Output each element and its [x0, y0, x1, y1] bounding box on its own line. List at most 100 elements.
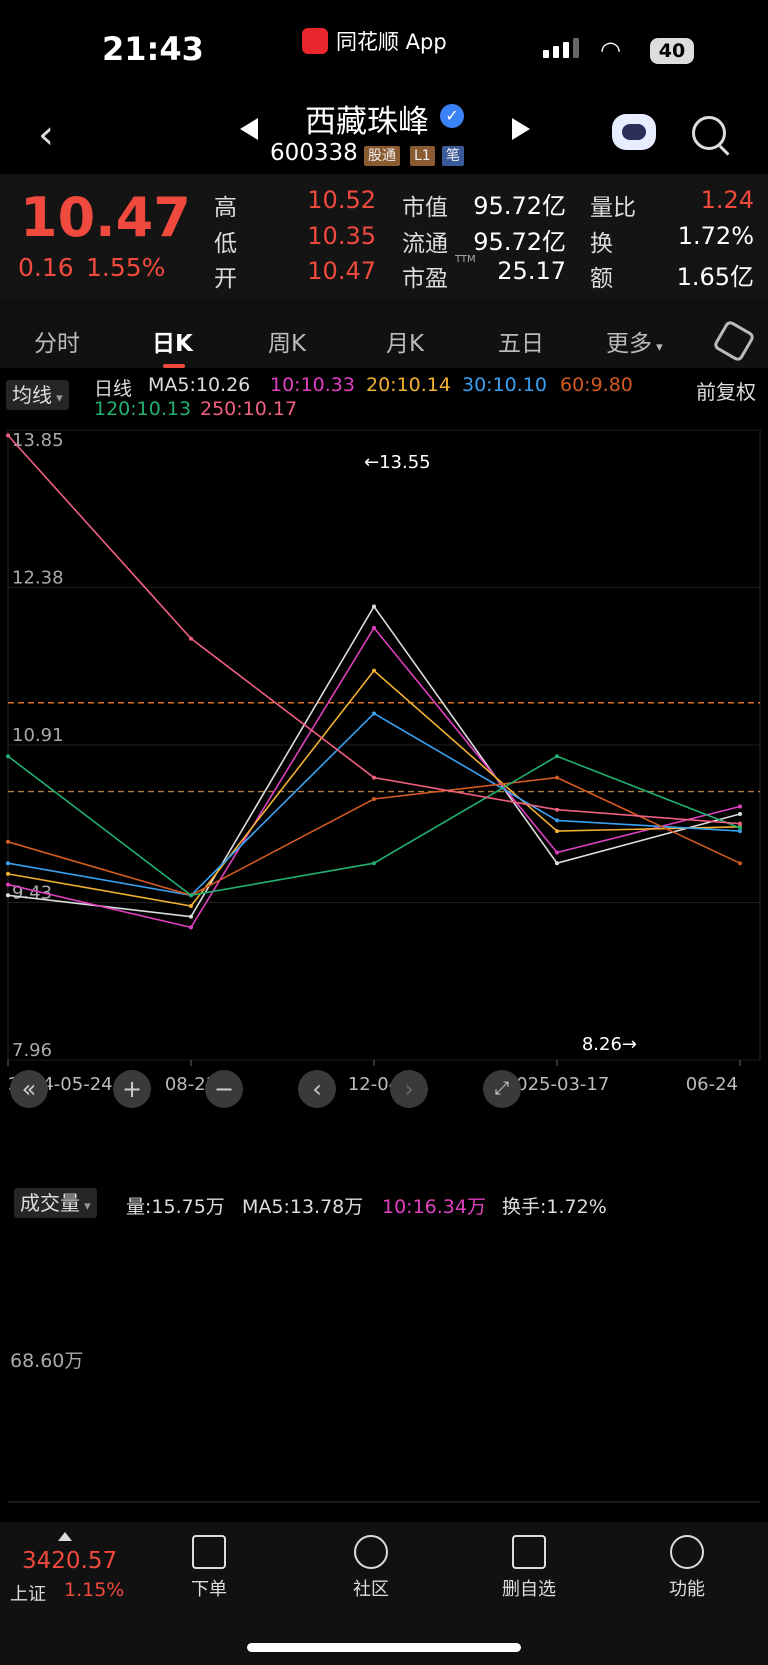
app-name: 同花顺 App — [336, 30, 447, 54]
ma-legend-1: 10:10.33 — [270, 374, 355, 396]
series-point — [6, 839, 10, 844]
turnover-value: 1.72% — [677, 222, 754, 250]
series-point — [372, 861, 376, 866]
badge-l1: L1 — [410, 146, 435, 166]
collapse-icon[interactable]: « — [10, 1070, 48, 1108]
tab-weekly-k[interactable]: 周K — [268, 331, 307, 357]
period-tabs — [0, 298, 768, 368]
pe-ttm-label: TTM — [455, 254, 476, 265]
verified-icon: ✓ — [440, 104, 464, 128]
nav-functions-label: 功能 — [669, 1579, 705, 1600]
index-up-icon — [58, 1532, 72, 1541]
ma-legend-2: 20:10.14 — [366, 374, 451, 396]
nav-community-label: 社区 — [353, 1579, 389, 1600]
series-point — [738, 825, 742, 830]
back-icon[interactable]: ‹ — [38, 112, 54, 158]
index-value[interactable]: 3420.57 — [22, 1548, 118, 1574]
volume-value: 量:15.75万 — [126, 1196, 225, 1218]
assistant-robot-icon[interactable] — [612, 114, 656, 150]
nav-functions[interactable]: 功能 — [642, 1535, 732, 1601]
tab-more-label: 更多 — [606, 331, 652, 357]
series-line-MA5 — [7, 605, 741, 918]
ma-legend-6: 250:10.17 — [200, 398, 298, 420]
series-point — [372, 604, 376, 609]
zoom-out-icon[interactable]: − — [205, 1070, 243, 1108]
nav-remove-watchlist[interactable]: 删自选 — [484, 1535, 574, 1601]
series-point — [189, 914, 193, 919]
series-point — [555, 807, 559, 812]
badge-bi: 笔 — [442, 146, 464, 166]
series-point — [189, 893, 193, 898]
series-line-60 — [7, 776, 741, 897]
next-stock-icon[interactable] — [512, 118, 530, 140]
scroll-right-icon[interactable]: › — [390, 1070, 428, 1108]
series-point — [738, 804, 742, 809]
series-point — [738, 811, 742, 816]
nav-order-label: 下单 — [191, 1579, 227, 1600]
home-indicator — [247, 1643, 521, 1652]
series-point — [555, 818, 559, 823]
tab-more[interactable]: 更多 ▾ — [606, 324, 663, 358]
chevron-down-icon: ▾ — [80, 1199, 91, 1214]
app-indicator[interactable]: 同花顺 App — [302, 26, 447, 56]
series-line-30 — [7, 712, 741, 897]
series-point — [6, 861, 10, 866]
series-point — [6, 754, 10, 759]
open-label: 开 — [214, 266, 237, 292]
series-point — [6, 882, 10, 887]
amount-label: 额 — [590, 266, 613, 292]
nav-order[interactable]: 下单 — [164, 1535, 254, 1601]
chevron-down-icon: ▾ — [52, 391, 63, 406]
scroll-left-icon[interactable]: ‹ — [298, 1070, 336, 1108]
status-bar — [0, 0, 768, 90]
tab-daily-k[interactable]: 日K — [152, 331, 193, 357]
zoom-in-icon[interactable]: + — [113, 1070, 151, 1108]
ma-legend-0: MA5:10.26 — [148, 374, 251, 396]
amount-value: 1.65亿 — [676, 263, 754, 291]
search-icon[interactable] — [692, 116, 726, 150]
cellular-signal-icon — [543, 38, 579, 58]
x-tick-label: 12-04 — [348, 1074, 400, 1095]
open-value: 10.47 — [307, 257, 376, 285]
kline-chart-area[interactable] — [0, 368, 768, 1178]
stock-name: 西藏珠峰 — [305, 104, 429, 140]
series-point — [189, 636, 193, 641]
current-price: 10.47 — [20, 186, 191, 249]
series-point — [6, 871, 10, 876]
x-tick-label: 2025-03-17 — [505, 1074, 610, 1095]
y-tick-label: 13.85 — [12, 430, 64, 451]
battery-icon: 40 — [650, 38, 694, 64]
volume-indicator-select[interactable]: 成交量 ▾ — [14, 1188, 97, 1218]
tab-five-day[interactable]: 五日 — [498, 331, 544, 357]
indicator-select[interactable]: 均线 ▾ — [6, 380, 69, 410]
ma-legend-5: 120:10.13 — [94, 398, 192, 420]
series-point — [555, 754, 559, 759]
series-point — [738, 861, 742, 866]
volume-y-label: 68.60万 — [10, 1350, 84, 1372]
index-pct: 1.15% — [64, 1579, 125, 1601]
price-change: 0.16 — [18, 253, 74, 282]
volume-ratio-label: 量比 — [590, 195, 636, 221]
volume-svg — [8, 1501, 760, 1503]
indicator-select-label: 均线 — [12, 383, 52, 407]
tab-monthly-k[interactable]: 月K — [386, 331, 425, 357]
series-point — [738, 821, 742, 826]
index-name: 上证 — [10, 1584, 46, 1605]
series-point — [6, 433, 10, 438]
period-label: 日线 — [94, 378, 133, 400]
low-label: 低 — [214, 231, 237, 257]
minus-square-icon — [512, 1535, 546, 1569]
nav-community[interactable]: 社区 — [326, 1535, 416, 1601]
active-tab-indicator — [163, 364, 185, 368]
series-line-20 — [7, 669, 741, 907]
x-tick-label: 06-24 — [686, 1074, 738, 1095]
series-point — [555, 861, 559, 866]
series-point — [738, 829, 742, 834]
tab-intraday[interactable]: 分时 — [34, 331, 80, 357]
quote-panel — [0, 174, 768, 298]
fullscreen-icon[interactable]: ⤢ — [483, 1070, 521, 1108]
prev-stock-icon[interactable] — [240, 118, 258, 140]
series-point — [6, 893, 10, 898]
y-tick-label: 12.38 — [12, 568, 64, 589]
price-adjust-label[interactable]: 前复权 — [696, 380, 756, 404]
